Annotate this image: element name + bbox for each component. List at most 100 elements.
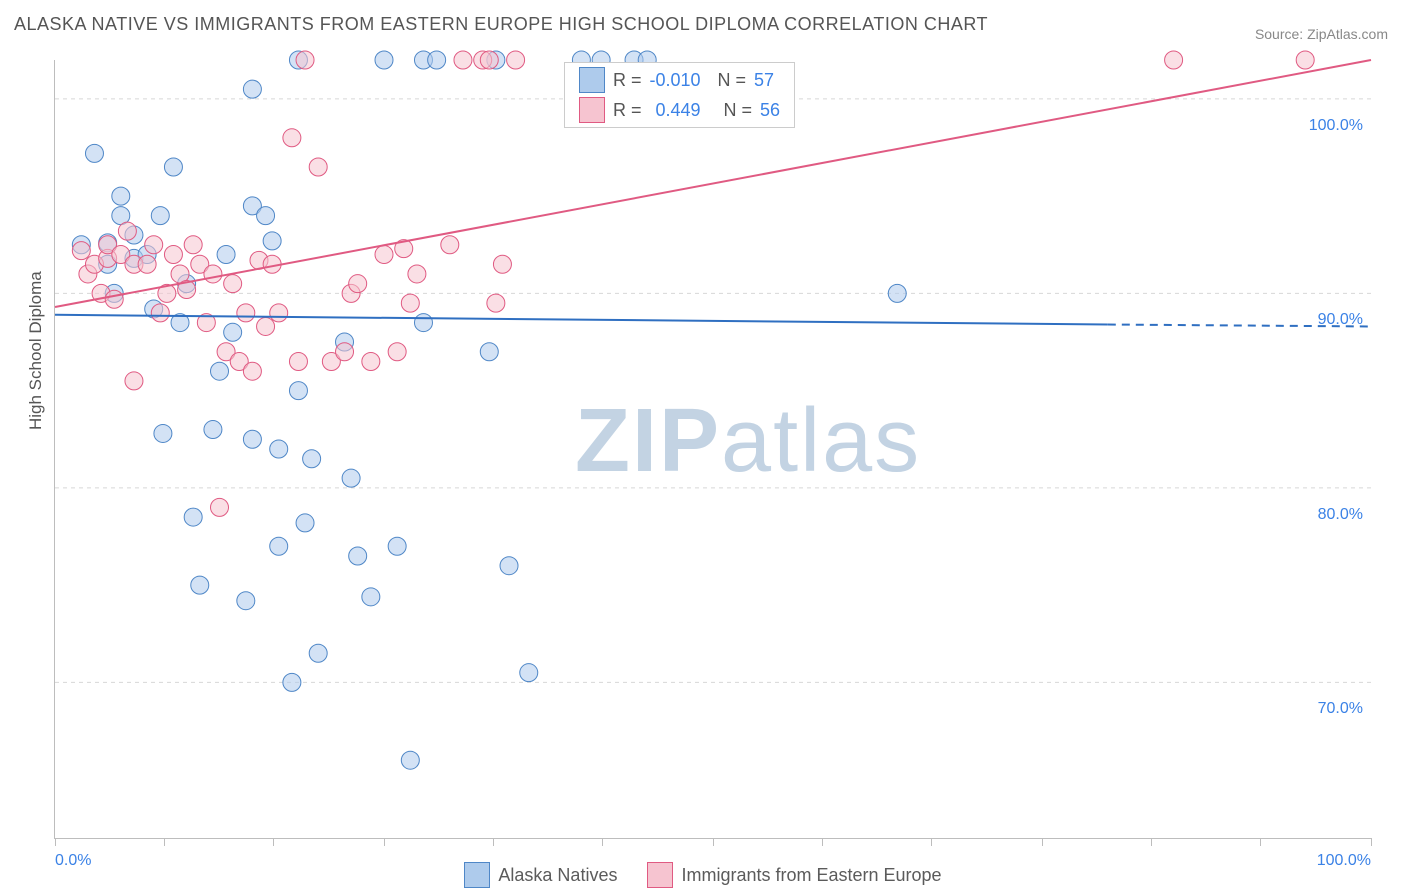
y-tick-label: 70.0% [1318,700,1363,718]
data-point [243,362,261,380]
legend-bottom-swatch-2 [647,862,673,888]
data-point [520,664,538,682]
data-point [151,207,169,225]
data-point [493,255,511,273]
data-point [237,592,255,610]
data-point [151,304,169,322]
data-point [309,158,327,176]
data-point [105,290,123,308]
data-point [480,343,498,361]
x-tick [1260,838,1261,846]
x-tick [164,838,165,846]
legend-n-label-2: N = [724,100,753,121]
data-point [243,430,261,448]
x-tick [713,838,714,846]
data-point [500,557,518,575]
data-point [507,51,525,69]
data-point [263,232,281,250]
data-point [164,158,182,176]
x-tick [602,838,603,846]
plot-area: ZIPatlas 70.0%80.0%90.0%100.0%0.0%100.0% [54,60,1371,839]
data-point [487,294,505,312]
data-point [154,424,172,442]
data-point [362,588,380,606]
data-point [118,222,136,240]
data-point [349,547,367,565]
chart-svg [55,60,1371,838]
data-point [441,236,459,254]
data-point [303,450,321,468]
data-point [349,275,367,293]
data-point [257,317,275,335]
data-point [375,51,393,69]
data-point [401,751,419,769]
data-point [283,673,301,691]
data-point [145,236,163,254]
data-point [296,514,314,532]
series-legend: Alaska Natives Immigrants from Eastern E… [0,862,1406,888]
data-point [112,187,130,205]
data-point [408,265,426,283]
legend-r-label-2: R = [613,100,642,121]
x-tick [55,838,56,846]
data-point [125,372,143,390]
legend-n-value-1: 57 [754,70,774,91]
data-point [204,421,222,439]
data-point [362,352,380,370]
data-point [283,129,301,147]
data-point [211,498,229,516]
legend-item-series2: Immigrants from Eastern Europe [647,862,941,888]
legend-item-series1: Alaska Natives [464,862,617,888]
data-point [164,246,182,264]
legend-r-label: R = [613,70,642,91]
data-point [237,304,255,322]
data-point [270,537,288,555]
data-point [480,51,498,69]
data-point [257,207,275,225]
legend-row-series1: R = -0.010 N = 57 [565,65,794,95]
data-point [204,265,222,283]
data-point [336,343,354,361]
data-point [217,246,235,264]
data-point [388,537,406,555]
data-point [85,144,103,162]
legend-swatch-series2 [579,97,605,123]
x-tick [1371,838,1372,846]
data-point [296,51,314,69]
data-point [289,382,307,400]
legend-n-value-2: 56 [760,100,780,121]
legend-r-value-2: 0.449 [650,100,716,121]
source-attribution: Source: ZipAtlas.com [1255,26,1388,42]
data-point [289,352,307,370]
data-point [224,323,242,341]
data-point [191,576,209,594]
data-point [309,644,327,662]
data-point [184,508,202,526]
data-point [72,242,90,260]
data-point [211,362,229,380]
y-axis-title: High School Diploma [26,271,46,430]
x-tick [493,838,494,846]
legend-n-label: N = [718,70,747,91]
y-tick-label: 90.0% [1318,311,1363,329]
x-tick [822,838,823,846]
y-tick-label: 100.0% [1309,117,1363,135]
chart-title: ALASKA NATIVE VS IMMIGRANTS FROM EASTERN… [14,14,988,35]
data-point [138,255,156,273]
x-tick [931,838,932,846]
data-point [454,51,472,69]
legend-r-value-1: -0.010 [650,70,710,91]
data-point [1296,51,1314,69]
legend-label-1: Alaska Natives [498,865,617,886]
data-point [414,314,432,332]
legend-row-series2: R = 0.449 N = 56 [565,95,794,125]
data-point [1165,51,1183,69]
data-point [243,80,261,98]
data-point [270,304,288,322]
y-tick-label: 80.0% [1318,506,1363,524]
x-tick [273,838,274,846]
legend-label-2: Immigrants from Eastern Europe [681,865,941,886]
data-point [342,469,360,487]
x-tick [384,838,385,846]
data-point [375,246,393,264]
